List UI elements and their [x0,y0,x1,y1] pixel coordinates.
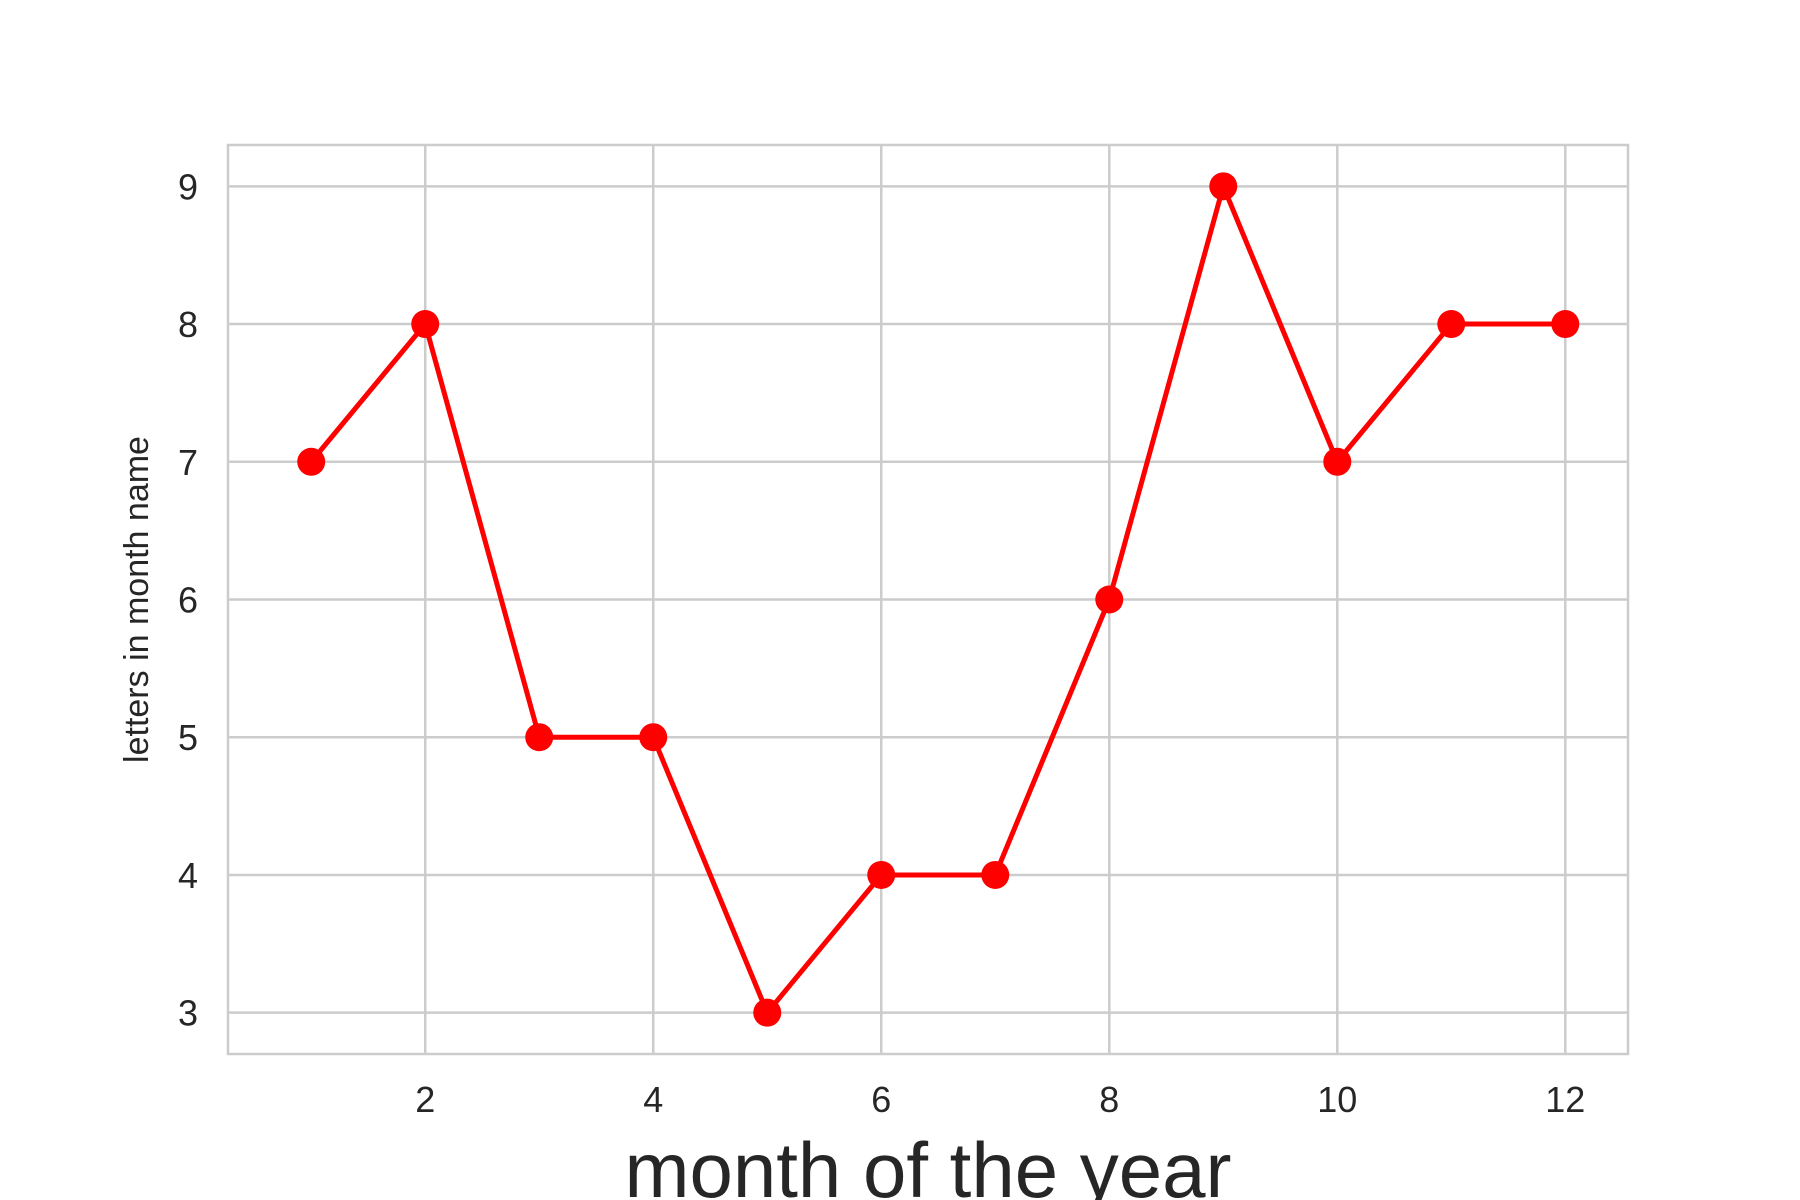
data-point [525,723,554,752]
series [297,172,1580,1027]
y-tick-label: 5 [178,717,198,758]
data-point [639,723,668,752]
y-tick-label: 8 [178,304,198,345]
plot-frame [226,143,1630,1056]
x-tick-label: 8 [1099,1079,1119,1120]
x-axis-label: month of the year [624,1126,1231,1200]
data-point [1209,172,1238,201]
data-point [1323,447,1352,476]
data-point [297,447,326,476]
y-axis-label: letters in month name [118,436,156,763]
data-point [1437,310,1466,339]
series-line [309,183,1566,1016]
data-point [981,860,1010,889]
y-tick-label: 6 [178,580,198,621]
data-point [867,860,896,889]
x-tick-label: 10 [1317,1079,1357,1120]
grid [228,145,1628,1054]
x-tick-label: 4 [643,1079,663,1120]
x-tick-label: 6 [871,1079,891,1120]
x-tick-label: 12 [1545,1079,1585,1120]
y-tick-label: 4 [178,855,198,896]
y-tick-label: 9 [178,166,198,207]
y-tick-label: 7 [178,442,198,483]
tick-labels: 2 4 6 8 10 12 3 4 5 6 7 8 9 [178,166,1585,1120]
x-tick-label: 2 [415,1079,435,1120]
data-point [1095,585,1124,614]
data-point [1551,310,1580,339]
data-point [753,998,782,1027]
data-point [411,310,440,339]
y-tick-label: 3 [178,993,198,1034]
